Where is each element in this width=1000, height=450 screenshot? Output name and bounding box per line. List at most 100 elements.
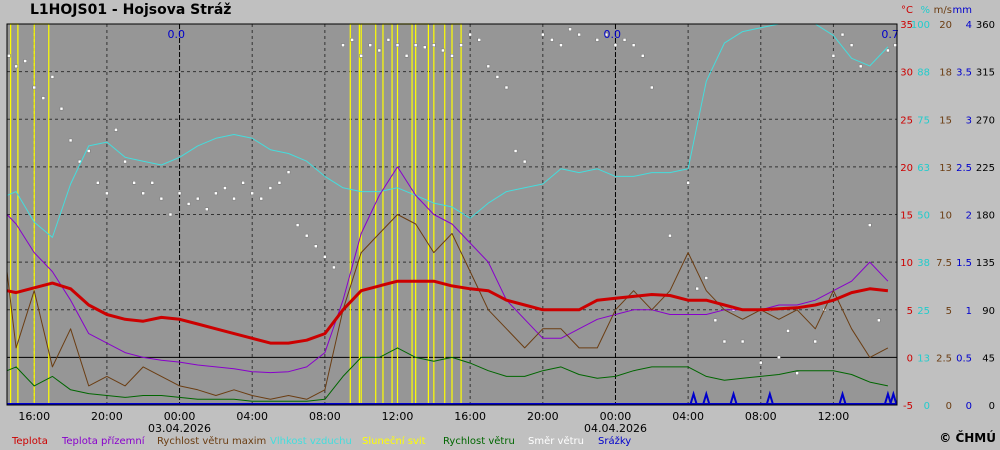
wind-direction-point <box>559 43 563 47</box>
wind-direction-point <box>295 223 300 227</box>
wind-direction-point <box>686 181 690 185</box>
wind-direction-point <box>323 255 327 259</box>
wind-direction-point <box>450 54 454 58</box>
wind-direction-point <box>314 244 318 248</box>
series-line <box>6 347 889 402</box>
precip-spike <box>765 390 774 405</box>
wind-direction-point <box>486 64 491 69</box>
wind-direction-point <box>595 38 600 42</box>
chart-title: L1HOJS01 - Hojsova Stráž <box>30 2 232 18</box>
series-line <box>6 23 889 238</box>
axis-tick-label: 3.5 <box>956 68 972 79</box>
wind-direction-point <box>14 64 18 69</box>
wind-direction-point <box>195 196 200 201</box>
wind-direction-point <box>831 54 836 58</box>
wind-direction-point <box>7 54 11 58</box>
axis-tick-label: 15 <box>900 211 913 222</box>
wind-direction-point <box>241 181 245 185</box>
wind-direction-point <box>68 138 73 143</box>
axis-tick-label: 180 <box>976 211 995 222</box>
wind-direction-point <box>432 43 436 47</box>
precip-spike <box>702 390 711 405</box>
axis-tick-label: 15 <box>939 115 952 126</box>
axis-tick-label: 30 <box>900 68 913 79</box>
wind-direction-point <box>777 355 781 360</box>
wind-direction-point <box>795 371 799 375</box>
precip-total: 0.7 <box>881 28 899 41</box>
axis-tick-label: 20 <box>900 163 913 174</box>
x-tick-label: 00:00 <box>600 410 632 423</box>
wind-direction-point <box>577 32 581 37</box>
axis-tick-label: 5 <box>946 306 952 317</box>
wind-direction-point <box>50 75 55 79</box>
legend-item: Směr větru <box>528 435 584 447</box>
wind-direction-point <box>613 43 618 47</box>
wind-direction-point <box>304 233 309 238</box>
wind-direction-point <box>713 318 718 323</box>
x-tick-label: 16:00 <box>18 410 50 423</box>
wind-direction-point <box>114 128 118 132</box>
wind-direction-point <box>150 181 155 185</box>
wind-direction-point <box>350 38 354 42</box>
x-date-label: 03.04.2026 <box>148 422 211 435</box>
axis-tick-label: 315 <box>976 68 995 79</box>
axis-tick-label: 2.5 <box>936 353 952 364</box>
wind-direction-point <box>459 43 463 47</box>
wind-direction-point <box>377 48 382 53</box>
legend-item: Rychlost větru <box>443 435 515 447</box>
legend-item: Teplota přízemní <box>61 435 146 447</box>
wind-direction-point <box>604 32 609 37</box>
wind-direction-point <box>759 360 763 365</box>
wind-direction-point <box>504 85 509 90</box>
axis-tick-label: 25 <box>917 306 930 317</box>
x-tick-label: 08:00 <box>309 410 341 423</box>
axis-tick-label: 225 <box>976 163 995 174</box>
wind-direction-point <box>168 212 173 217</box>
wind-direction-point <box>141 191 145 196</box>
legend-item: Vlhkost vzduchu <box>270 436 352 447</box>
axis-tick-label: 90 <box>982 306 995 317</box>
wind-direction-point <box>250 191 254 196</box>
wind-direction-point <box>495 75 500 79</box>
wind-direction-point <box>23 59 27 63</box>
x-tick-label: 12:00 <box>382 410 414 423</box>
axis-tick-label: 0 <box>989 401 995 412</box>
axis-unit: mm <box>953 5 972 16</box>
axis-tick-label: 2.5 <box>956 163 972 174</box>
wind-direction-point <box>368 43 373 47</box>
axis-tick-label: 10 <box>939 211 952 222</box>
wind-direction-point <box>550 38 554 42</box>
wind-direction-point <box>259 196 264 201</box>
axis-unit: °C <box>901 5 913 16</box>
wind-direction-point <box>214 191 218 196</box>
axis-tick-label: 1.5 <box>956 258 972 269</box>
axis-tick-label: 7.5 <box>936 258 952 269</box>
wind-direction-point <box>849 43 854 47</box>
x-tick-label: 04:00 <box>672 410 704 423</box>
wind-direction-point <box>541 32 545 37</box>
wind-direction-point <box>32 85 36 90</box>
wind-direction-point <box>395 43 400 47</box>
wind-direction-point <box>404 54 409 58</box>
axis-tick-label: 100 <box>911 20 930 31</box>
axis-tick-label: 35 <box>900 20 913 31</box>
axis-tick-label: 25 <box>900 115 913 126</box>
wind-direction-point <box>813 339 818 344</box>
precip-spike <box>838 390 847 405</box>
wind-direction-point <box>840 32 845 37</box>
wind-direction-point <box>341 43 345 47</box>
wind-direction-point <box>132 181 136 185</box>
wind-direction-point <box>277 181 282 185</box>
wind-direction-point <box>640 54 645 58</box>
axis-tick-label: 13 <box>939 163 952 174</box>
wind-direction-point <box>522 159 527 164</box>
precip-spike <box>883 390 892 405</box>
axis-tick-label: 13 <box>917 353 930 364</box>
wind-direction-point <box>359 54 363 58</box>
wind-direction-point <box>513 149 518 153</box>
precip-spike <box>889 390 898 405</box>
wind-direction-point <box>386 38 391 42</box>
legend-item: Srážky <box>598 435 631 447</box>
axis-tick-label: 0 <box>924 401 930 412</box>
